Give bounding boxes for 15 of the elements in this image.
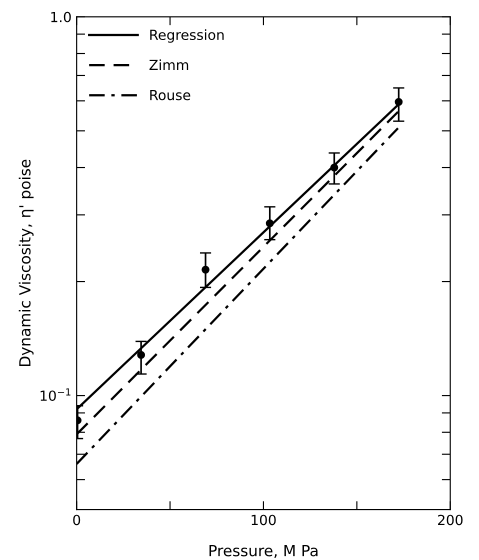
y-axis-title: Dynamic Viscosity, η' poise — [18, 160, 34, 366]
x-tick-label: 200 — [438, 514, 463, 526]
point — [330, 164, 338, 172]
x-tick-label: 100 — [252, 514, 276, 526]
legend-label: Zimm — [149, 59, 188, 70]
point — [202, 266, 210, 274]
y-tick-label: 1.0 — [51, 12, 71, 22]
x-axis-title: Pressure, M Pa — [210, 545, 318, 558]
y-tick-label: 10$^{−1}$ — [40, 388, 70, 401]
point — [137, 351, 146, 359]
x-tick-label: 0 — [73, 514, 80, 526]
point — [266, 219, 274, 228]
legend-label: Regression — [150, 29, 224, 43]
point — [394, 98, 403, 106]
legend-label: Rouse — [150, 90, 190, 100]
